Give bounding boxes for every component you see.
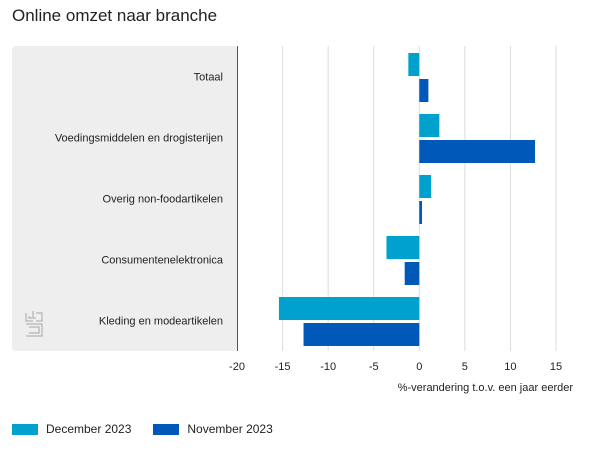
bar [419, 114, 440, 137]
legend: December 2023 November 2023 [12, 422, 295, 436]
category-label: Kleding en modeartikelen [99, 316, 223, 328]
x-tick-label: 15 [550, 361, 562, 373]
legend-swatch-november [153, 423, 180, 435]
x-axis-title: %-verandering t.o.v. een jaar eerder [398, 382, 574, 394]
category-label: Totaal [194, 72, 223, 84]
legend-label-november: November 2023 [187, 422, 273, 436]
category-labels: Totaal Voedingsmiddelen en drogisterijen O… [55, 72, 224, 328]
bar [419, 79, 429, 102]
bar [303, 323, 420, 346]
x-tick-label: 5 [462, 361, 468, 373]
legend-item-november: November 2023 [153, 422, 273, 436]
bar [278, 297, 420, 320]
legend-swatch-december [12, 423, 38, 435]
x-tick-label: -10 [320, 361, 336, 373]
bar [404, 262, 420, 285]
x-tick-label: 10 [504, 361, 516, 373]
tick-labels: -20 -15 -10 -5 0 5 10 15 [229, 361, 562, 373]
legend-item-december: December 2023 [12, 422, 131, 436]
x-tick-label: 0 [416, 361, 422, 373]
x-tick-label: -15 [275, 361, 291, 373]
legend-label-december: December 2023 [46, 422, 132, 436]
category-label: Voedingsmiddelen en drogisterijen [55, 133, 223, 145]
x-tick-label: -5 [369, 361, 379, 373]
bar [419, 201, 423, 224]
bars [278, 53, 536, 346]
bar [386, 236, 420, 259]
x-tick-label: -20 [229, 361, 245, 373]
category-panel [12, 46, 238, 351]
category-label: Overig non-foodartikelen [103, 194, 223, 206]
bar [408, 53, 420, 76]
bar [419, 140, 536, 163]
category-label: Consumentenelektronica [101, 255, 224, 267]
cbs-logo-icon [25, 311, 43, 337]
bar [419, 175, 432, 198]
chart-title: Online omzet naar branche [12, 6, 218, 25]
